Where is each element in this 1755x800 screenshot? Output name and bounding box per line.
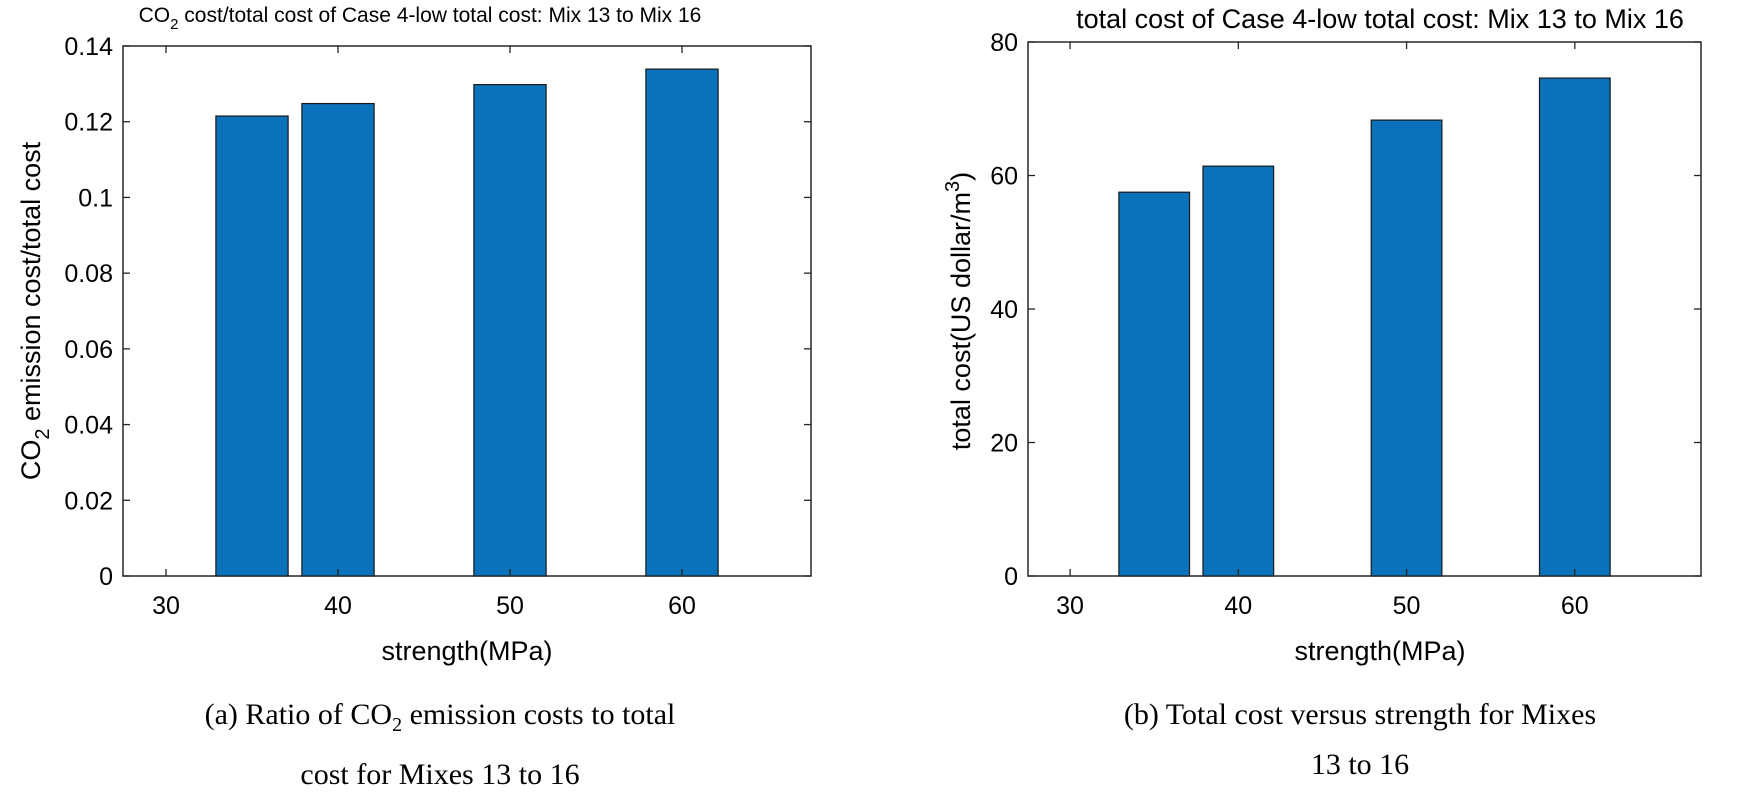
panel-b-bar-50	[1370, 119, 1443, 577]
panel-b-y-tick-label: 0	[1004, 563, 1018, 591]
panel-b-bar-35	[1118, 191, 1191, 577]
panel-a-bar-40	[301, 102, 375, 577]
caption-a: (a) Ratio of CO2 emission costs to total…	[110, 690, 770, 800]
panel-b-x-tick-label: 30	[1056, 592, 1084, 620]
panel-a-y-tick-label: 0.08	[64, 260, 113, 288]
panel-a-x-tick-label: 30	[152, 592, 180, 620]
panel-b-x-tick-label: 50	[1393, 592, 1421, 620]
panel-b-x-axis-label: strength(MPa)	[1294, 636, 1465, 666]
panel-a-y-tick-label: 0.04	[64, 412, 113, 440]
panel-a-y-tick-label: 0	[99, 563, 113, 591]
panel-a-x-tick-label: 40	[324, 592, 352, 620]
caption-b-line-1: (b) Total cost versus strength for Mixes	[1123, 698, 1597, 731]
panel-b-bar-40	[1202, 165, 1275, 577]
panel-a-x-axis-label: strength(MPa)	[381, 636, 552, 666]
panel-b-title: total cost of Case 4-low total cost: Mix…	[1076, 4, 1684, 34]
panel-a-chart: CO2 cost/total cost of Case 4-low total …	[16, 4, 812, 666]
panel-b-x-tick-label: 60	[1561, 592, 1589, 620]
panel-a-y-tick-label: 0.12	[64, 109, 113, 137]
panel-b-bar-60	[1538, 77, 1611, 577]
panel-a-bar-35	[215, 115, 289, 577]
panel-a-plot-frame	[122, 45, 812, 577]
panel-a-title: CO2 cost/total cost of Case 4-low total …	[139, 4, 702, 33]
caption-a-line-2: cost for Mixes 13 to 16	[300, 758, 580, 791]
panel-a-bar-60	[645, 68, 719, 577]
panel-b-x-tick-label: 40	[1224, 592, 1252, 620]
panel-a-y-tick-label: 0.1	[78, 184, 113, 212]
panel-b-chart: total cost of Case 4-low total cost: Mix…	[942, 4, 1702, 666]
caption-b-line-2: 13 to 16	[1310, 748, 1410, 781]
caption-a-line-1: (a) Ratio of CO2 emission costs to total	[204, 698, 676, 736]
caption-b: (b) Total cost versus strength for Mixes…	[1020, 690, 1700, 790]
panel-a-bar-50	[473, 84, 547, 577]
panel-b-y-tick-label: 40	[990, 296, 1018, 324]
panel-b-y-tick-label: 80	[990, 29, 1018, 57]
panel-a-y-axis-label: CO2 emission cost/total cost	[16, 141, 54, 480]
panel-b-y-tick-label: 20	[990, 430, 1018, 458]
panel-b-y-axis-label: total cost(US dollar/m3)	[942, 172, 976, 450]
panel-a-x-tick-label: 60	[668, 592, 696, 620]
panel-a-y-tick-label: 0.14	[64, 33, 113, 61]
panel-a-y-tick-label: 0.02	[64, 487, 113, 515]
panel-b-y-tick-label: 60	[990, 163, 1018, 191]
panel-a-y-tick-label: 0.06	[64, 336, 113, 364]
panel-a-x-tick-label: 50	[496, 592, 524, 620]
